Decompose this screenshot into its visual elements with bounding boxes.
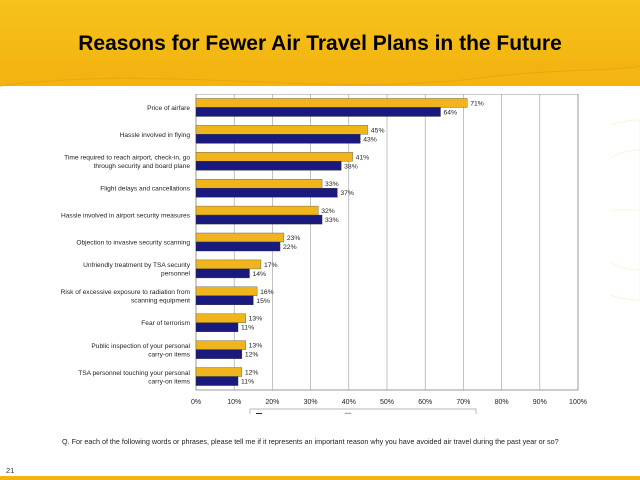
category-label-line: carry-on items: [148, 378, 190, 385]
category-label: TSA personnel touching your personal carr…: [78, 370, 191, 386]
x-tick-label: 40%: [342, 399, 356, 406]
data-label: 41%: [356, 154, 370, 161]
category-label-line: Flight delays and cancellations: [100, 186, 191, 193]
bar-past-30-days: [195, 322, 239, 332]
data-label: 14%: [252, 271, 266, 278]
category-label: Objection to invasive security scanning: [76, 240, 190, 247]
data-label: 33%: [325, 181, 339, 188]
x-tick-label: 30%: [304, 399, 318, 406]
x-tick-label: 50%: [380, 399, 394, 406]
data-label: 33%: [325, 217, 339, 224]
page-number: 21: [6, 466, 15, 475]
data-label: 11%: [241, 379, 254, 386]
category-label-line: Objection to invasive security scanning: [76, 240, 190, 247]
data-label: 11%: [241, 325, 254, 332]
data-label: 17%: [264, 262, 278, 269]
bar-all-past-2-year: [195, 340, 246, 350]
data-label: 71%: [470, 100, 484, 107]
category-label-line: personnel: [161, 271, 190, 278]
legend-swatch-all-past-2-year: [344, 412, 352, 420]
data-label: 43%: [363, 136, 377, 143]
data-label: 12%: [245, 370, 259, 377]
bar-all-past-2-year: [195, 125, 369, 135]
category-label: Price of airfare: [147, 105, 190, 112]
x-tick-label: 20%: [265, 399, 279, 406]
bar-all-past-2-year: [195, 152, 353, 162]
data-label: 16%: [260, 289, 274, 296]
bar-past-30-days: [195, 107, 441, 117]
category-label: Risk of excessive exposure to radiation …: [61, 289, 191, 305]
bar-past-30-days: [195, 187, 338, 198]
bar-past-30-days: [195, 214, 323, 225]
x-tick-label: 10%: [227, 399, 241, 406]
x-tick-label: 100%: [569, 399, 587, 406]
bar-all-past-2-year: [195, 178, 323, 189]
data-label: 13%: [249, 343, 263, 350]
bar-past-30-days: [195, 295, 254, 306]
category-label-line: carry-on items: [148, 351, 190, 358]
category-label-line: Hassle involved in airport security meas…: [61, 213, 191, 220]
x-tick-label: 60%: [418, 399, 432, 406]
survey-question-footnote: Q. For each of the following words or ph…: [62, 437, 559, 446]
bar-past-30-days: [195, 241, 281, 252]
category-label-line: Public inspection of your personal: [91, 343, 190, 350]
chart-area: 0% 10% 20% 30% 40% 50% 60% 70% 80% 90% 100% Price o…: [50, 93, 610, 424]
header-wave: [0, 60, 640, 87]
category-label: Time required to reach airport, check-in…: [64, 155, 190, 171]
bar-past-30-days: [195, 134, 361, 144]
category-label-line: Time required to reach airport, check-in…: [64, 155, 190, 162]
bar-all-past-2-year: [195, 232, 285, 243]
data-label: 15%: [256, 298, 270, 305]
category-label-line: Fear of terrorism: [141, 320, 190, 327]
data-label: 45%: [371, 127, 385, 134]
category-label-line: through security and board plane: [94, 163, 191, 170]
data-label: 12%: [245, 352, 259, 359]
data-label: 32%: [321, 208, 335, 215]
bar-past-30-days: [195, 268, 250, 279]
x-tick-label: 90%: [533, 399, 547, 406]
category-label: Public inspection of your personal carry-…: [91, 343, 190, 359]
bar-past-30-days: [195, 376, 239, 386]
x-tick-label: 0%: [191, 399, 201, 406]
bar-all-past-2-year: [195, 205, 319, 216]
category-label-line: TSA personnel touching your personal: [78, 370, 190, 377]
data-label: 22%: [283, 244, 297, 251]
bar-all-past-2-year: [195, 367, 243, 377]
category-label-line: Risk of excessive exposure to radiation …: [61, 289, 191, 296]
category-label: Hassle involved in flying: [120, 132, 191, 139]
x-tick-label: 70%: [456, 399, 470, 406]
category-label-line: Unfriendly treatment by TSA security: [83, 262, 191, 269]
category-label: Unfriendly treatment by TSA security pers…: [83, 262, 191, 278]
category-label-line: Hassle involved in flying: [120, 132, 191, 139]
category-label-line: Price of airfare: [147, 105, 190, 112]
data-label: 38%: [344, 163, 358, 170]
legend-swatch-past-30-days: [256, 413, 262, 419]
category-label: Flight delays and cancellations: [100, 186, 191, 193]
bar-all-past-2-year: [195, 313, 246, 323]
bar-all-past-2-year: [195, 259, 262, 270]
bar-past-30-days: [195, 161, 342, 171]
page-title: Reasons for Fewer Air Travel Plans in th…: [78, 32, 562, 55]
bar-chart: 0% 10% 20% 30% 40% 50% 60% 70% 80% 90% 100% Price o…: [61, 93, 587, 424]
footer-band: [0, 476, 640, 480]
data-label: 23%: [287, 235, 301, 242]
category-label: Fear of terrorism: [141, 320, 190, 327]
data-label: 64%: [443, 109, 457, 116]
category-label-line: scanning equipment: [131, 298, 190, 305]
bar-past-30-days: [195, 349, 243, 359]
bar-all-past-2-year: [195, 286, 258, 297]
category-label: Hassle involved in airport security meas…: [61, 213, 191, 220]
x-tick-label: 80%: [495, 399, 509, 406]
data-label: 13%: [249, 316, 263, 323]
bar-all-past-2-year: [195, 98, 468, 108]
data-label: 37%: [340, 190, 354, 197]
